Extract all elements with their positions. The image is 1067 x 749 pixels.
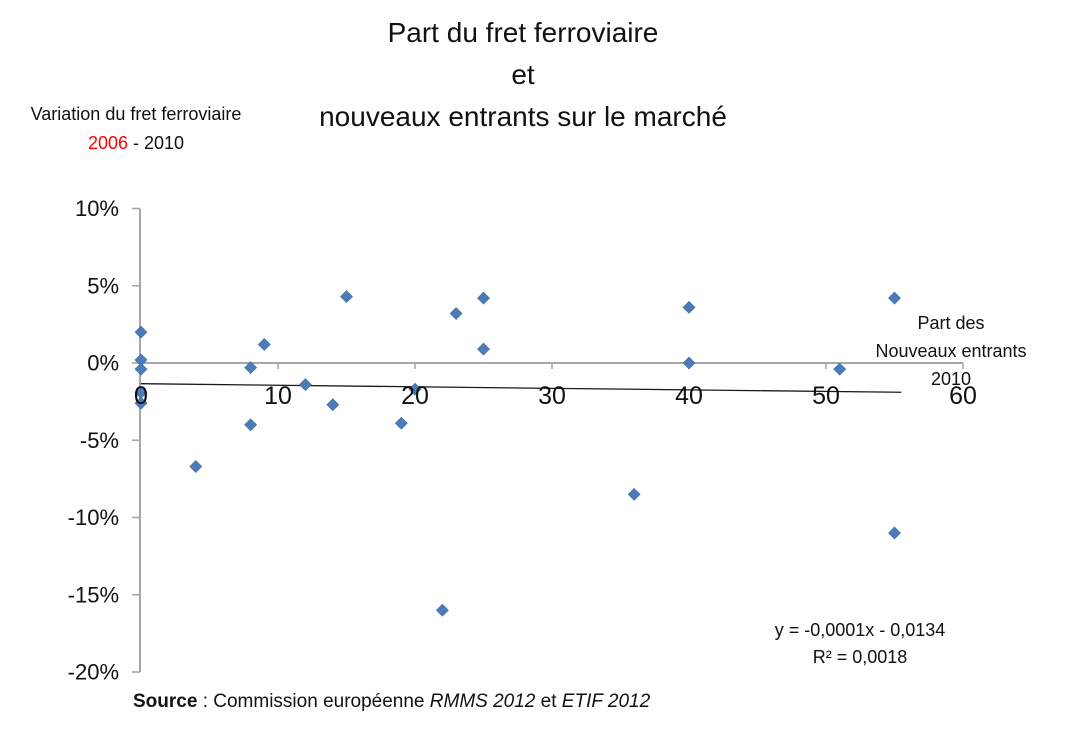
y-axis-tick-label: -5% <box>80 428 119 453</box>
data-point <box>627 487 641 501</box>
chart-title-line-1: Part du fret ferroviaire <box>387 17 659 48</box>
y-axis-title: Variation du fret ferroviaire 2006 - 201… <box>5 100 267 158</box>
data-point <box>477 342 490 356</box>
data-point <box>189 460 203 473</box>
data-point <box>682 356 696 370</box>
trend-line <box>140 383 902 393</box>
source-label: Source <box>133 691 198 712</box>
x-axis-tick-label: 0 <box>134 382 148 410</box>
data-point <box>134 396 148 410</box>
data-point <box>888 291 901 305</box>
data-point <box>244 361 258 375</box>
trendline-annotation: y = -0,0001x - 0,0134 R² = 0,0018 <box>740 617 980 671</box>
x-axis-tick-label: 30 <box>538 382 566 410</box>
data-point <box>888 526 901 540</box>
y-axis-tick-label: -10% <box>68 505 119 530</box>
source-text-2: et <box>535 691 562 712</box>
chart-title: Part du fret ferroviaire et nouveaux ent… <box>0 12 1046 138</box>
trendline-equation: y = -0,0001x - 0,0134 <box>774 620 946 640</box>
x-axis-tick-label: 10 <box>264 382 292 410</box>
trendline-r-squared: R² = 0,0018 <box>812 647 908 667</box>
data-point <box>682 300 696 314</box>
source-separator: : <box>197 691 214 712</box>
x-axis-tick-label: 40 <box>675 382 703 410</box>
data-point <box>394 416 408 430</box>
data-point <box>833 362 847 376</box>
y-axis-title-years: 2006 - 2010 <box>5 129 267 158</box>
data-point <box>244 418 258 432</box>
chart-title-line-3: nouveaux entrants sur le marché <box>319 101 727 132</box>
data-point <box>477 291 490 305</box>
source-text-1: Commission européenne <box>213 691 430 712</box>
data-point <box>435 603 449 617</box>
y-axis-title-years-separator: - <box>128 133 144 153</box>
x-axis-tick-label: 60 <box>949 382 977 410</box>
data-point <box>134 325 148 339</box>
y-axis-title-year-start: 2006 <box>87 133 128 153</box>
chart-title-line-2: et <box>511 59 535 90</box>
data-point <box>449 307 463 320</box>
data-point <box>408 382 422 396</box>
x-axis-title: Part des Nouveaux entrants 2010 <box>855 309 1047 393</box>
y-axis-title-text: Variation du fret ferroviaire <box>30 104 242 124</box>
x-axis-tick-label: 20 <box>401 382 429 410</box>
data-point <box>134 362 148 376</box>
source-ref-1: RMMS 2012 <box>429 691 536 712</box>
data-point <box>298 378 312 392</box>
y-axis-tick-label: -15% <box>68 582 119 607</box>
y-axis-title-year-end: 2010 <box>144 133 185 153</box>
x-axis-tick-label: 50 <box>812 382 840 410</box>
x-axis-title-line-2: Nouveaux entrants <box>875 341 1027 361</box>
y-axis-tick-label: 0% <box>87 351 119 376</box>
data-point <box>340 290 353 303</box>
data-point <box>326 398 340 412</box>
y-axis-tick-label: 5% <box>87 273 119 298</box>
y-axis-tick-label: -20% <box>68 660 119 685</box>
y-axis-tick-label: 10% <box>75 196 119 221</box>
x-axis-title-line-3: 2010 <box>930 369 972 389</box>
source-note: Source : Commission européenne RMMS 2012… <box>133 691 650 713</box>
data-point <box>257 338 271 351</box>
x-axis-title-line-1: Part des <box>917 313 985 333</box>
source-ref-2: ETIF 2012 <box>561 691 651 712</box>
